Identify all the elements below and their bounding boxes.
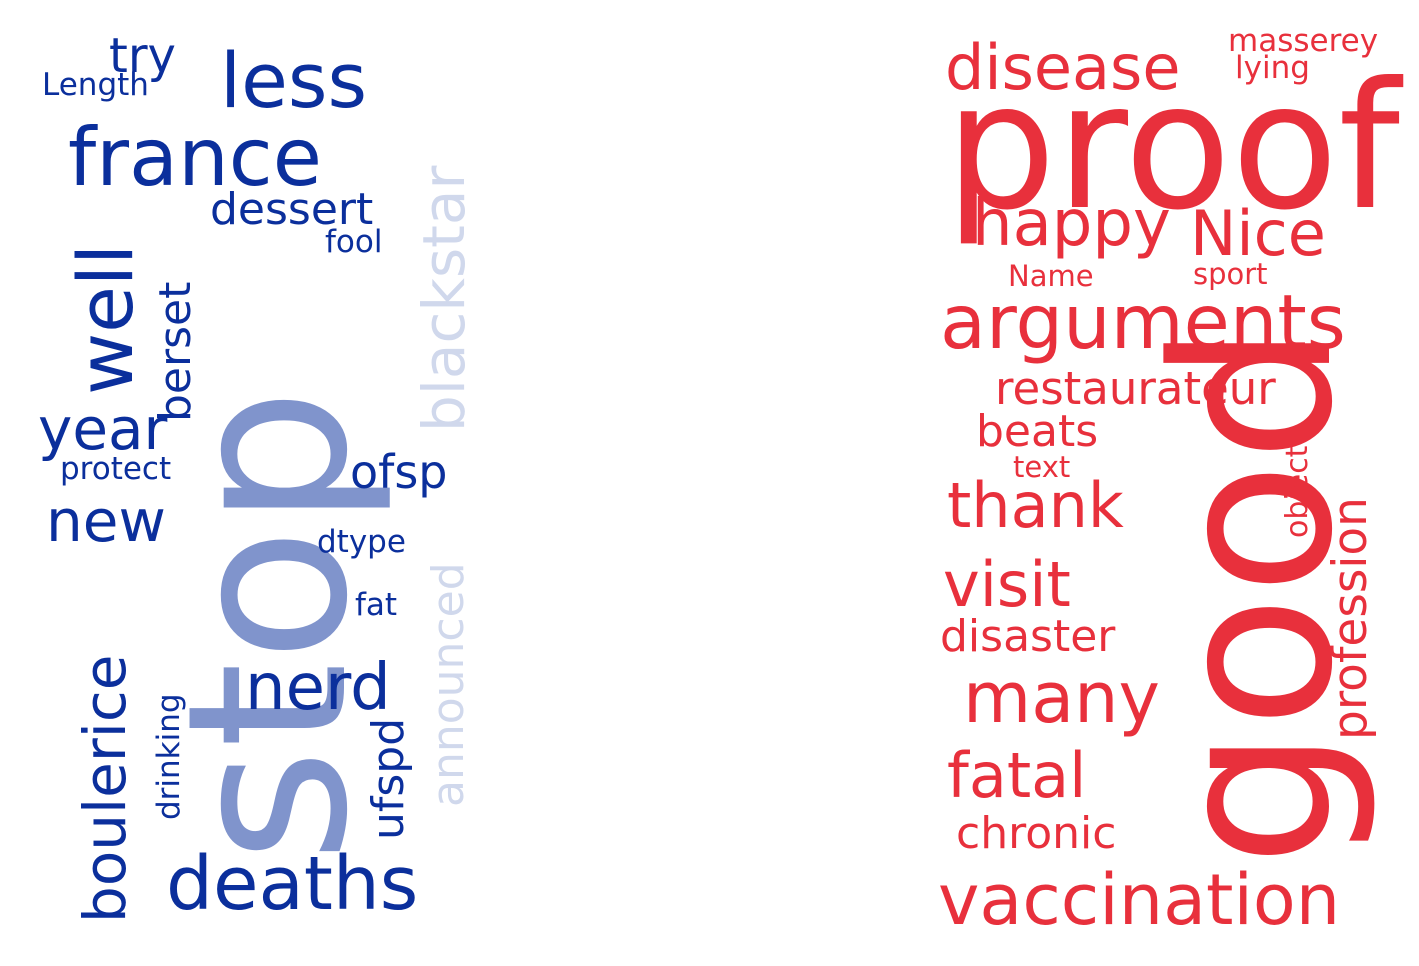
cloud-word: fatal — [947, 739, 1087, 812]
cloud-word: drinking — [151, 693, 187, 820]
cloud-word: disaster — [940, 611, 1116, 662]
cloud-word: many — [963, 657, 1160, 739]
cloud-word: disease — [945, 31, 1181, 104]
cloud-word: Name — [1008, 259, 1094, 293]
cloud-word: year — [38, 395, 168, 463]
cloud-word: arguments — [940, 278, 1346, 366]
cloud-word: announced — [423, 562, 474, 807]
cloud-word: chronic — [956, 808, 1117, 859]
cloud-word: ofsp — [350, 445, 448, 499]
cloud-word: dtype — [317, 524, 406, 560]
cloud-word: fat — [355, 587, 398, 623]
cloud-word: blackstar — [410, 165, 478, 432]
cloud-word: dessert — [210, 184, 374, 235]
cloud-word: sport — [1193, 257, 1268, 291]
cloud-word: restaurateur — [995, 362, 1276, 415]
cloud-word: try — [109, 28, 176, 84]
cloud-word: text — [1013, 450, 1071, 484]
cloud-word: berset — [150, 281, 201, 422]
cloud-word: nerd — [245, 651, 391, 725]
cloud-word: new — [46, 487, 166, 555]
cloud-word: happy — [972, 187, 1171, 261]
cloud-word: profession — [1323, 497, 1378, 740]
cloud-word: lying — [1235, 50, 1310, 86]
cloud-word: france — [68, 111, 322, 204]
cloud-word: proof — [945, 46, 1400, 249]
cloud-word: fool — [325, 224, 383, 260]
cloud-word: stop — [140, 387, 396, 863]
cloud-word: ufspd — [363, 717, 414, 840]
cloud-word: Length — [42, 67, 149, 103]
cloud-word: less — [220, 36, 368, 125]
cloud-word: well — [61, 243, 150, 395]
cloud-word: visit — [943, 548, 1071, 621]
cloud-word: boulerice — [71, 654, 139, 923]
cloud-word: protect — [60, 451, 172, 487]
cloud-word: beats — [976, 406, 1099, 457]
cloud-word: vaccination — [938, 859, 1341, 941]
cloud-word: deaths — [166, 841, 419, 927]
cloud-word: object — [1280, 445, 1315, 538]
cloud-word: masserey — [1228, 23, 1379, 59]
cloud-word: thank — [947, 469, 1124, 542]
cloud-word: Nice — [1190, 197, 1326, 270]
